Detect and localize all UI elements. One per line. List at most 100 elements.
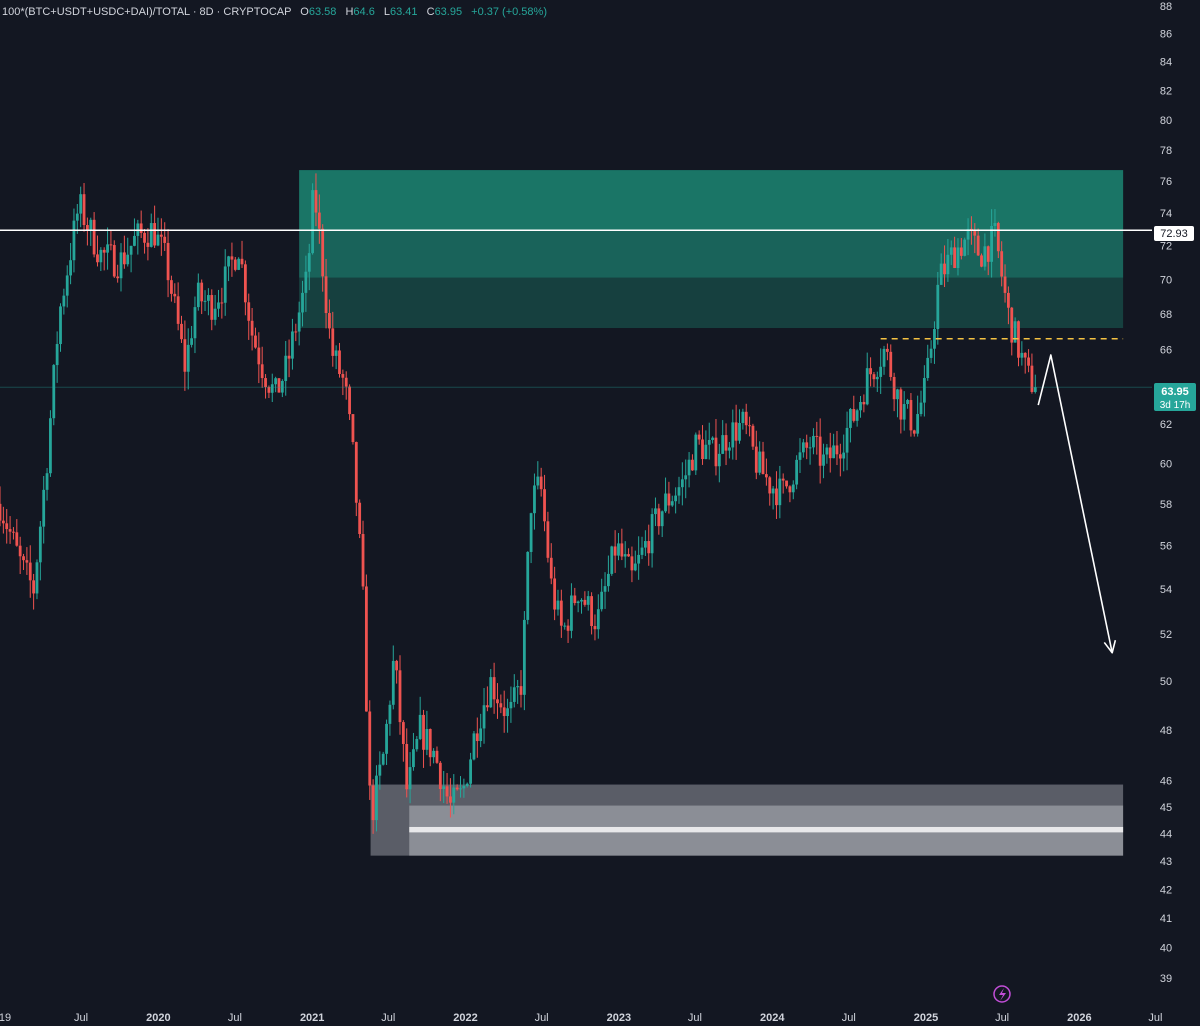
candle-up [674, 495, 678, 502]
candle-down [254, 335, 257, 348]
candle-up [845, 427, 849, 453]
candle-down [852, 409, 856, 421]
candle-up [512, 687, 516, 702]
candle-up [408, 767, 412, 790]
candle-down [331, 328, 335, 356]
price-tags: 72.93 63.95 3d 17h [1154, 226, 1196, 411]
candle-down [539, 476, 543, 490]
candle-up [156, 234, 160, 246]
candle-up [516, 686, 520, 688]
candle-up [59, 306, 62, 345]
candle-up [859, 401, 862, 411]
candle-down [980, 255, 983, 267]
candle-down [153, 223, 157, 246]
candle-up [812, 435, 815, 448]
candle-down [909, 400, 913, 431]
candle-up [391, 660, 395, 705]
candle-up [526, 551, 530, 620]
candle-down [912, 430, 916, 434]
candle-up [193, 307, 197, 339]
candle-up [489, 677, 493, 708]
candle-down [768, 477, 772, 494]
candle-down [1003, 276, 1007, 293]
lightning-icon[interactable] [993, 985, 1011, 1003]
candle-up [213, 308, 217, 320]
candle-up [418, 714, 422, 739]
candle-down [18, 545, 22, 557]
candle-down [869, 368, 872, 375]
candle-down [351, 414, 355, 443]
candle-up [62, 295, 66, 307]
candle-up [472, 733, 476, 760]
candle-up [563, 625, 567, 627]
candle-down [92, 219, 96, 255]
candle-down [230, 256, 234, 260]
candle-down [553, 578, 557, 610]
candle-up [643, 541, 647, 548]
candle-down [435, 750, 439, 763]
candle-up [633, 563, 637, 571]
projection-arrowhead [1103, 639, 1117, 654]
candle-down [828, 447, 832, 459]
price-tick-label: 88 [1160, 1, 1172, 13]
candle-down [549, 557, 553, 579]
candle-down [428, 729, 432, 758]
price-tick-label: 82 [1160, 85, 1172, 97]
candle-up [906, 400, 909, 405]
candle-up [522, 619, 526, 695]
candle-up [75, 213, 79, 221]
candle-up [966, 228, 970, 240]
candle-up [129, 245, 133, 255]
candle-up [919, 402, 923, 415]
candle-up [45, 473, 49, 490]
price-axis[interactable]: 3940414243444546485052545658606264666870… [1160, 1, 1172, 985]
price-tick-label: 46 [1160, 776, 1172, 788]
candle-up [822, 454, 825, 466]
candle-up [832, 445, 836, 459]
price-tick-label: 78 [1160, 145, 1172, 157]
candle-up [72, 220, 76, 261]
candle-down [398, 670, 402, 723]
candle-down [314, 190, 318, 213]
candle-down [361, 534, 365, 587]
price-tick-label: 43 [1160, 856, 1172, 868]
candle-down [559, 600, 563, 626]
price-tick-label: 45 [1160, 802, 1172, 814]
candle-down [862, 401, 866, 405]
candle-up [69, 260, 72, 276]
candle-down [173, 293, 177, 297]
candle-up [607, 573, 610, 587]
candle-down [233, 259, 237, 270]
time-axis[interactable]: 19 Jul 2020 Jul 2021 Jul 2022 Jul 2023 Jul 2024 Jul… [0, 1012, 1162, 1024]
candle-down [691, 459, 694, 471]
candle-down [257, 347, 261, 365]
candle-down [566, 625, 570, 631]
candle-up [586, 596, 590, 605]
candle-up [459, 788, 462, 790]
level-price-tag: 72.93 [1160, 228, 1188, 240]
candle-up [916, 414, 920, 434]
candle-down [112, 245, 116, 277]
candle-down [122, 252, 126, 265]
candle-up [791, 484, 795, 493]
time-tick-label: 2025 [914, 1012, 938, 1024]
candle-up [556, 600, 560, 610]
candle-up [882, 348, 886, 367]
demand-zone-line [409, 826, 1124, 833]
candle-up [946, 254, 950, 275]
time-tick-label: Jul [535, 1012, 549, 1024]
candle-down [943, 263, 946, 275]
candle-up [711, 437, 715, 440]
symbol-label[interactable]: 100*(BTC+USDT+USDC+DAI)/TOTAL · 8D · CRY… [2, 6, 292, 18]
close-value: 63.95 [434, 6, 463, 18]
candle-up [1013, 321, 1017, 343]
candle-up [778, 478, 782, 506]
candle-down [341, 374, 345, 378]
candle-down [28, 562, 32, 581]
price-tick-label: 52 [1160, 629, 1172, 641]
time-tick-label: Jul [228, 1012, 242, 1024]
candle-up [741, 411, 745, 424]
candle-down [277, 378, 281, 393]
